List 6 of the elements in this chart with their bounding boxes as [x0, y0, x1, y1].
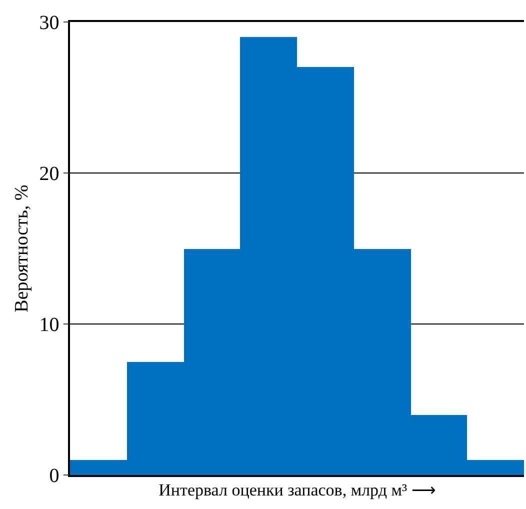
y-tick-label: 10	[39, 314, 60, 336]
y-tick-label: 0	[49, 465, 60, 487]
y-axis-title: Вероятность, %	[12, 184, 33, 312]
y-tick-label: 30	[39, 12, 60, 34]
y-tick-label: 20	[39, 163, 60, 185]
x-axis-title: Интервал оценки запасов, млрд м³ ⟶	[158, 480, 436, 500]
